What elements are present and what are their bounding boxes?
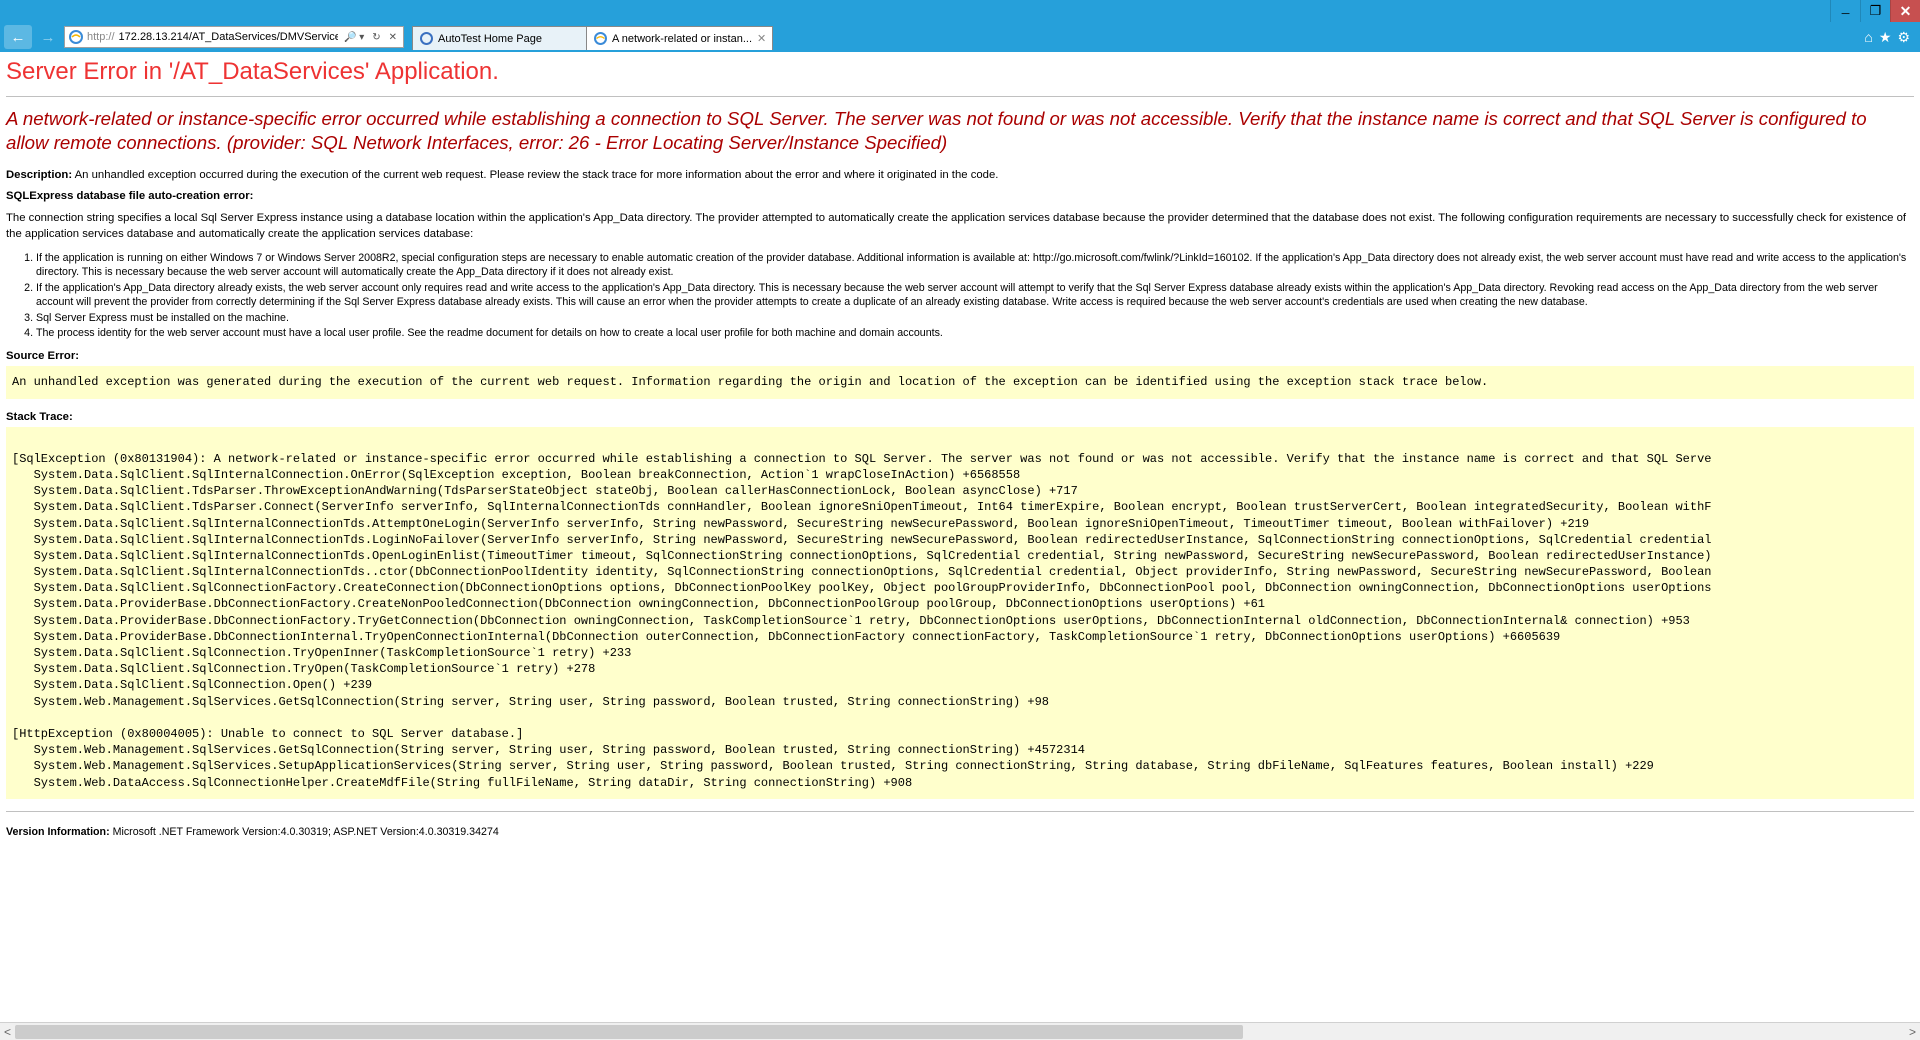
source-error-box: An unhandled exception was generated dur… xyxy=(6,366,1914,398)
minimize-button[interactable] xyxy=(1830,0,1860,22)
stack-trace-label: Stack Trace: xyxy=(6,411,1914,423)
divider xyxy=(6,96,1914,97)
error-subtitle: A network-related or instance-specific e… xyxy=(6,107,1914,156)
close-button[interactable] xyxy=(1890,0,1920,22)
step-item: Sql Server Express must be installed on … xyxy=(36,311,1914,325)
page-content: Server Error in '/AT_DataServices' Appli… xyxy=(0,52,1920,1022)
description-row: Description: An unhandled exception occu… xyxy=(6,168,1914,184)
tools-icon[interactable]: ⚙ xyxy=(1897,29,1910,46)
url-prefix: http:// xyxy=(87,31,115,43)
tab-error-page[interactable]: A network-related or instan... ✕ xyxy=(586,26,773,50)
error-title: Server Error in '/AT_DataServices' Appli… xyxy=(6,58,1914,86)
description-text: An unhandled exception occurred during t… xyxy=(75,169,999,181)
version-row: Version Information: Microsoft .NET Fram… xyxy=(6,826,1914,838)
step-item: The process identity for the web server … xyxy=(36,326,1914,340)
tab-favicon-icon xyxy=(419,32,433,46)
config-steps: If the application is running on either … xyxy=(36,251,1914,340)
tab-strip: AutoTest Home Page A network-related or … xyxy=(412,24,772,50)
favorites-icon[interactable]: ★ xyxy=(1879,29,1892,46)
step-item: If the application's App_Data directory … xyxy=(36,281,1914,310)
scroll-thumb[interactable] xyxy=(15,1025,1243,1039)
window-titlebar xyxy=(0,0,1920,22)
scroll-left-icon[interactable]: < xyxy=(4,1025,11,1039)
version-label: Version Information: xyxy=(6,826,110,838)
tab-autotest[interactable]: AutoTest Home Page xyxy=(412,26,587,50)
browser-toolbar: ← → http:// 🔎 ▾ ↻ ✕ AutoTest Home Page A… xyxy=(0,22,1920,52)
version-text: Microsoft .NET Framework Version:4.0.303… xyxy=(113,826,499,838)
refresh-button[interactable]: ↻ xyxy=(370,32,382,43)
scroll-right-icon[interactable]: > xyxy=(1909,1025,1916,1039)
search-dropdown-icon[interactable]: 🔎 ▾ xyxy=(342,32,366,43)
tab-label: AutoTest Home Page xyxy=(438,33,580,45)
tab-favicon-icon xyxy=(593,32,607,46)
home-icon[interactable]: ⌂ xyxy=(1864,29,1872,46)
back-button[interactable]: ← xyxy=(4,25,32,49)
step-item: If the application is running on either … xyxy=(36,251,1914,280)
autocreate-row: SQLExpress database file auto-creation e… xyxy=(6,189,1914,205)
toolbar-right: ⌂ ★ ⚙ xyxy=(1864,29,1916,46)
maximize-button[interactable] xyxy=(1860,0,1890,22)
address-bar[interactable]: http:// 🔎 ▾ ↻ ✕ xyxy=(64,26,404,48)
divider xyxy=(6,811,1914,812)
stack-trace-box: [SqlException (0x80131904): A network-re… xyxy=(6,427,1914,799)
tab-close-icon[interactable]: ✕ xyxy=(757,32,766,45)
ie-favicon-icon xyxy=(69,30,83,44)
forward-button[interactable]: → xyxy=(34,25,62,49)
url-input[interactable] xyxy=(119,31,338,43)
autocreate-label: SQLExpress database file auto-creation e… xyxy=(6,190,253,202)
horizontal-scrollbar[interactable]: < > xyxy=(0,1022,1920,1040)
autocreate-intro: The connection string specifies a local … xyxy=(6,211,1914,243)
source-error-label: Source Error: xyxy=(6,350,1914,362)
tab-label: A network-related or instan... xyxy=(612,33,752,45)
description-label: Description: xyxy=(6,169,72,181)
stop-button[interactable]: ✕ xyxy=(387,32,399,43)
scroll-track[interactable] xyxy=(15,1025,1905,1039)
